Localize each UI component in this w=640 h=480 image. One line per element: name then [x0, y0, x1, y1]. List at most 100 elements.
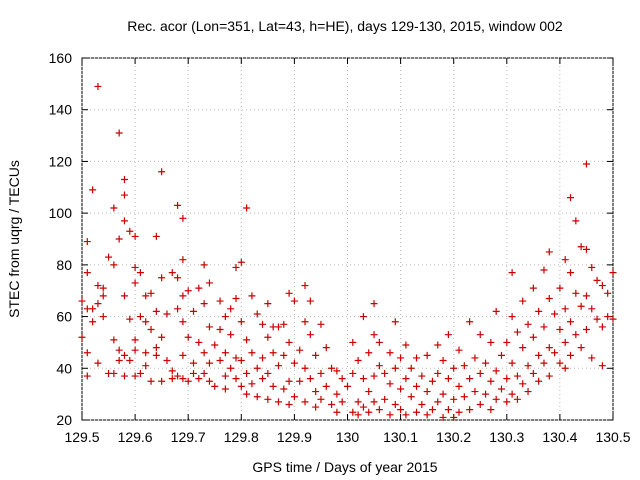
data-point [513, 395, 521, 403]
data-point [391, 318, 399, 326]
data-point [216, 357, 224, 365]
data-point [221, 313, 229, 321]
data-point [588, 305, 596, 313]
data-point [253, 310, 261, 318]
data-point [200, 369, 208, 377]
data-point [322, 382, 330, 390]
data-point [508, 269, 516, 277]
data-point [237, 318, 245, 326]
data-point [227, 331, 235, 339]
data-point [264, 300, 272, 308]
data-point [561, 364, 569, 372]
data-point [174, 305, 182, 313]
data-point [519, 297, 527, 305]
data-point [551, 349, 559, 357]
data-point [120, 292, 128, 300]
data-point [529, 284, 537, 292]
data-point [179, 256, 187, 264]
data-point [370, 372, 378, 380]
data-point [184, 333, 192, 341]
data-point [508, 313, 516, 321]
data-point [386, 349, 394, 357]
data-point [269, 382, 277, 390]
data-point [248, 349, 256, 357]
data-point [598, 282, 606, 290]
data-point [476, 369, 484, 377]
data-point [285, 377, 293, 385]
data-point [274, 362, 282, 370]
data-point [317, 395, 325, 403]
data-point [120, 351, 128, 359]
data-point [179, 375, 187, 383]
data-point [312, 403, 320, 411]
data-point [168, 375, 176, 383]
data-point [99, 292, 107, 300]
data-point [131, 263, 139, 271]
data-point [338, 375, 346, 383]
data-point [439, 413, 447, 421]
data-point [466, 318, 474, 326]
data-point [572, 289, 580, 297]
data-point [179, 351, 187, 359]
data-point [428, 406, 436, 414]
data-point [280, 320, 288, 328]
data-point [333, 367, 341, 375]
data-point [444, 331, 452, 339]
data-point [243, 390, 251, 398]
data-point [487, 377, 495, 385]
data-point [89, 318, 97, 326]
data-point [83, 372, 91, 380]
data-point [243, 336, 251, 344]
data-point [519, 344, 527, 352]
data-point [333, 408, 341, 416]
data-point [131, 336, 139, 344]
data-point [147, 289, 155, 297]
data-point [418, 372, 426, 380]
data-point [386, 380, 394, 388]
y-axis-title: STEC from uqrg / TECUs [6, 160, 22, 318]
data-point [545, 344, 553, 352]
data-point [158, 377, 166, 385]
data-point [200, 300, 208, 308]
data-point [200, 261, 208, 269]
data-point [582, 160, 590, 168]
data-point [333, 390, 341, 398]
data-point [322, 344, 330, 352]
data-point [588, 263, 596, 271]
data-point [572, 217, 580, 225]
y-tick-label: 40 [56, 360, 72, 376]
data-point [126, 357, 134, 365]
data-point [503, 338, 511, 346]
data-point [174, 201, 182, 209]
data-point [78, 297, 86, 305]
data-point [264, 333, 272, 341]
data-point [370, 300, 378, 308]
data-point [131, 232, 139, 240]
data-point [94, 300, 102, 308]
data-point [205, 323, 213, 331]
data-point [126, 315, 134, 323]
data-point [89, 186, 97, 194]
data-point [264, 395, 272, 403]
data-point [78, 333, 86, 341]
data-point [397, 406, 405, 414]
data-point [397, 385, 405, 393]
data-point [381, 369, 389, 377]
data-point [285, 400, 293, 408]
x-tick-label: 129.8 [224, 429, 259, 445]
data-point [285, 338, 293, 346]
data-point [604, 289, 612, 297]
data-point [205, 359, 213, 367]
data-point [120, 217, 128, 225]
data-point [567, 194, 575, 202]
data-point [259, 320, 267, 328]
data-point [94, 282, 102, 290]
data-point [248, 380, 256, 388]
data-point [503, 398, 511, 406]
data-point [561, 338, 569, 346]
data-point [312, 388, 320, 396]
data-point [296, 346, 304, 354]
data-point [535, 377, 543, 385]
data-point [232, 354, 240, 362]
